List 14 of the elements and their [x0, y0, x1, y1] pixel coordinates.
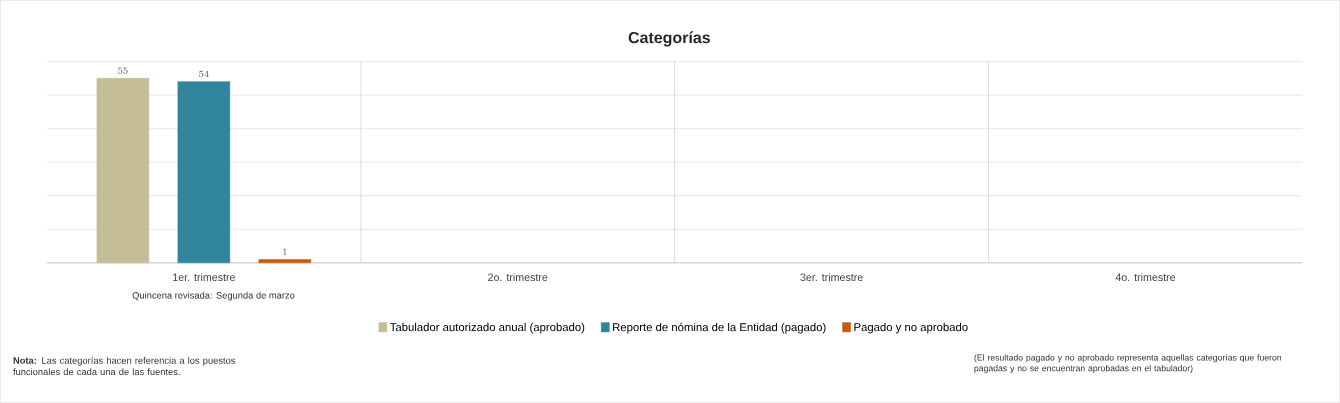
data-label: 1 [283, 248, 287, 255]
legend-label: Reporte de nómina de la Entidad (pagado) [613, 322, 826, 334]
x-tick-label: 2o. trimestre [488, 273, 548, 282]
text: (El resultado pagado y no aprobado representa aquellas categorías que fueron pagadas y no se encuentran aprobadas en el tabulador) [974, 354, 1282, 373]
x-tick-label: 1er. trimestre [173, 273, 235, 282]
data-label: 54 [199, 70, 209, 78]
x-tick-label: 4o. trimestre [1115, 273, 1176, 282]
text: Nota: Las categorías hacen referencia a los puestos funcionales de cada una de las fuentes. [13, 356, 236, 376]
legend-label: Pagado y no aprobado [854, 322, 968, 334]
legend-label: Tabulador autorizado anual (aprobado) [389, 322, 585, 334]
x-tick-label: 3er. trimestre [800, 273, 863, 282]
text: Quincena revisada: Segunda de marzo [132, 291, 295, 301]
data-label: 55 [118, 67, 128, 74]
chart-title: Categorías [628, 31, 711, 47]
